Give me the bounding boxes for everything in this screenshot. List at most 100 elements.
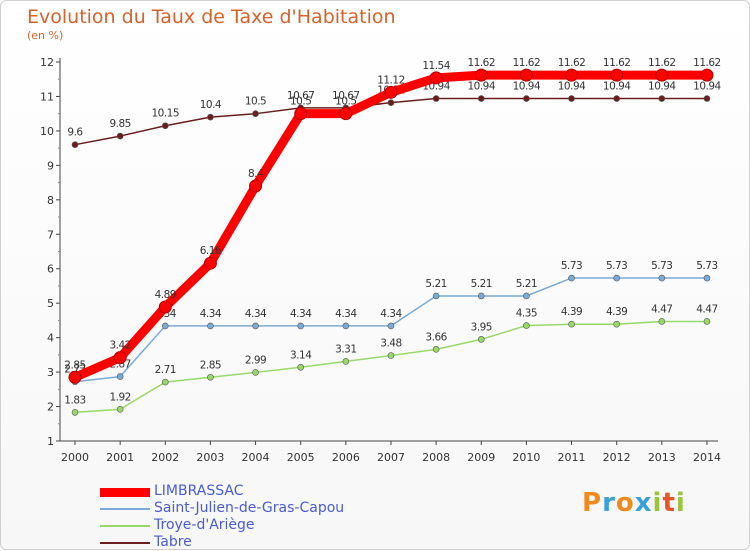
y-tick-label: 12	[40, 56, 54, 69]
data-label: 10.5	[245, 96, 266, 108]
data-label: 5.21	[471, 278, 492, 290]
data-label: 5.73	[606, 260, 627, 272]
data-label: 11.62	[693, 57, 721, 69]
data-point	[568, 274, 575, 282]
y-tick-label: 3	[47, 366, 54, 379]
series-line	[70, 70, 712, 382]
proxiti-logo: Proxiti	[582, 488, 686, 518]
x-tick-label: 2011	[558, 451, 586, 464]
x-tick-label: 2009	[467, 451, 495, 464]
data-label: 11.62	[558, 57, 586, 69]
legend-swatch	[100, 525, 150, 527]
legend-label: Troye-d'Ariège	[154, 517, 255, 533]
data-label: 6.16	[200, 245, 222, 257]
data-point	[613, 95, 620, 102]
data-label: 10.94	[693, 81, 721, 93]
y-tick-label: 10	[40, 125, 54, 138]
data-label: 10.15	[151, 108, 179, 120]
data-point	[68, 370, 82, 384]
data-label: 9.85	[109, 118, 130, 130]
data-point	[568, 95, 575, 102]
legend-label: LIMBRASSAC	[154, 483, 244, 499]
data-point	[519, 68, 533, 82]
data-point	[113, 351, 127, 365]
data-point	[158, 300, 172, 314]
data-point	[387, 99, 395, 106]
data-label: 9.6	[67, 127, 83, 139]
data-point	[477, 336, 485, 343]
x-tick-label: 2002	[151, 451, 179, 464]
data-label: 4.34	[335, 308, 357, 320]
data-label: 3.31	[335, 343, 356, 355]
data-label: 1.83	[64, 394, 85, 406]
data-label: 10.94	[603, 81, 631, 93]
data-label: 2.85	[64, 359, 85, 371]
x-tick-label: 2006	[332, 451, 360, 464]
data-label: 5.21	[425, 278, 446, 290]
data-label: 4.39	[606, 306, 627, 318]
data-point	[523, 95, 530, 102]
data-point	[161, 322, 169, 330]
data-point	[703, 318, 711, 325]
data-label: 4.47	[651, 303, 672, 315]
data-point	[342, 358, 350, 365]
y-tick-label: 1	[47, 435, 54, 448]
x-tick-label: 2013	[648, 451, 676, 464]
data-label: 11.12	[377, 74, 405, 86]
data-label: 10.94	[467, 81, 495, 93]
data-label: 5.73	[651, 260, 672, 272]
data-point	[252, 369, 259, 376]
data-point	[203, 256, 217, 270]
x-tick-label: 2001	[106, 451, 134, 464]
legend-item-tabre: Tabre	[100, 534, 400, 551]
data-label: 4.39	[561, 306, 582, 318]
data-label: 2.99	[245, 354, 266, 366]
y-tick-label: 5	[47, 297, 54, 310]
y-tick-label: 4	[47, 332, 54, 345]
data-point	[161, 122, 169, 130]
data-point	[252, 110, 259, 117]
y-tick-label: 2	[47, 401, 54, 414]
data-point	[610, 68, 624, 82]
data-label: 4.34	[380, 308, 402, 320]
data-point	[429, 71, 443, 85]
data-point	[658, 318, 666, 325]
data-label: 11.62	[513, 57, 541, 69]
data-point	[116, 373, 124, 380]
data-point	[116, 406, 124, 413]
data-point	[342, 322, 350, 330]
legend: LIMBRASSAC Saint-Julien-de-Gras-Capou Tr…	[100, 483, 400, 551]
data-point	[297, 363, 305, 371]
data-point	[432, 346, 440, 353]
data-label: 11.54	[422, 60, 450, 72]
data-label: 4.34	[290, 308, 312, 320]
data-label: 4.34	[245, 308, 267, 320]
data-label: 10.94	[648, 81, 676, 93]
data-point	[703, 274, 711, 282]
data-label: 3.48	[380, 338, 401, 350]
data-point	[207, 322, 214, 330]
chart-subtitle: (en %)	[27, 29, 64, 42]
data-point	[613, 274, 620, 282]
data-point	[71, 409, 79, 416]
data-point	[565, 68, 579, 82]
legend-item-limbrassac: LIMBRASSAC	[100, 483, 400, 500]
data-label: 5.21	[516, 278, 537, 290]
data-point	[71, 141, 79, 148]
y-tick-label: 6	[47, 263, 54, 276]
legend-label: Tabre	[154, 534, 192, 550]
data-label: 5.73	[696, 260, 717, 272]
x-tick-label: 2007	[377, 451, 405, 464]
data-point	[207, 373, 214, 381]
data-label: 11.62	[648, 57, 676, 69]
data-point	[387, 352, 395, 359]
data-label: 4.47	[696, 303, 717, 315]
legend-swatch	[100, 508, 150, 510]
data-label: 10.5	[335, 96, 356, 108]
x-tick-label: 2014	[693, 451, 721, 464]
y-tick-label: 11	[40, 90, 54, 103]
x-tick-label: 2004	[242, 451, 270, 464]
data-point	[700, 68, 714, 82]
data-label: 10.67	[287, 90, 315, 102]
data-label: 10.94	[558, 81, 586, 93]
